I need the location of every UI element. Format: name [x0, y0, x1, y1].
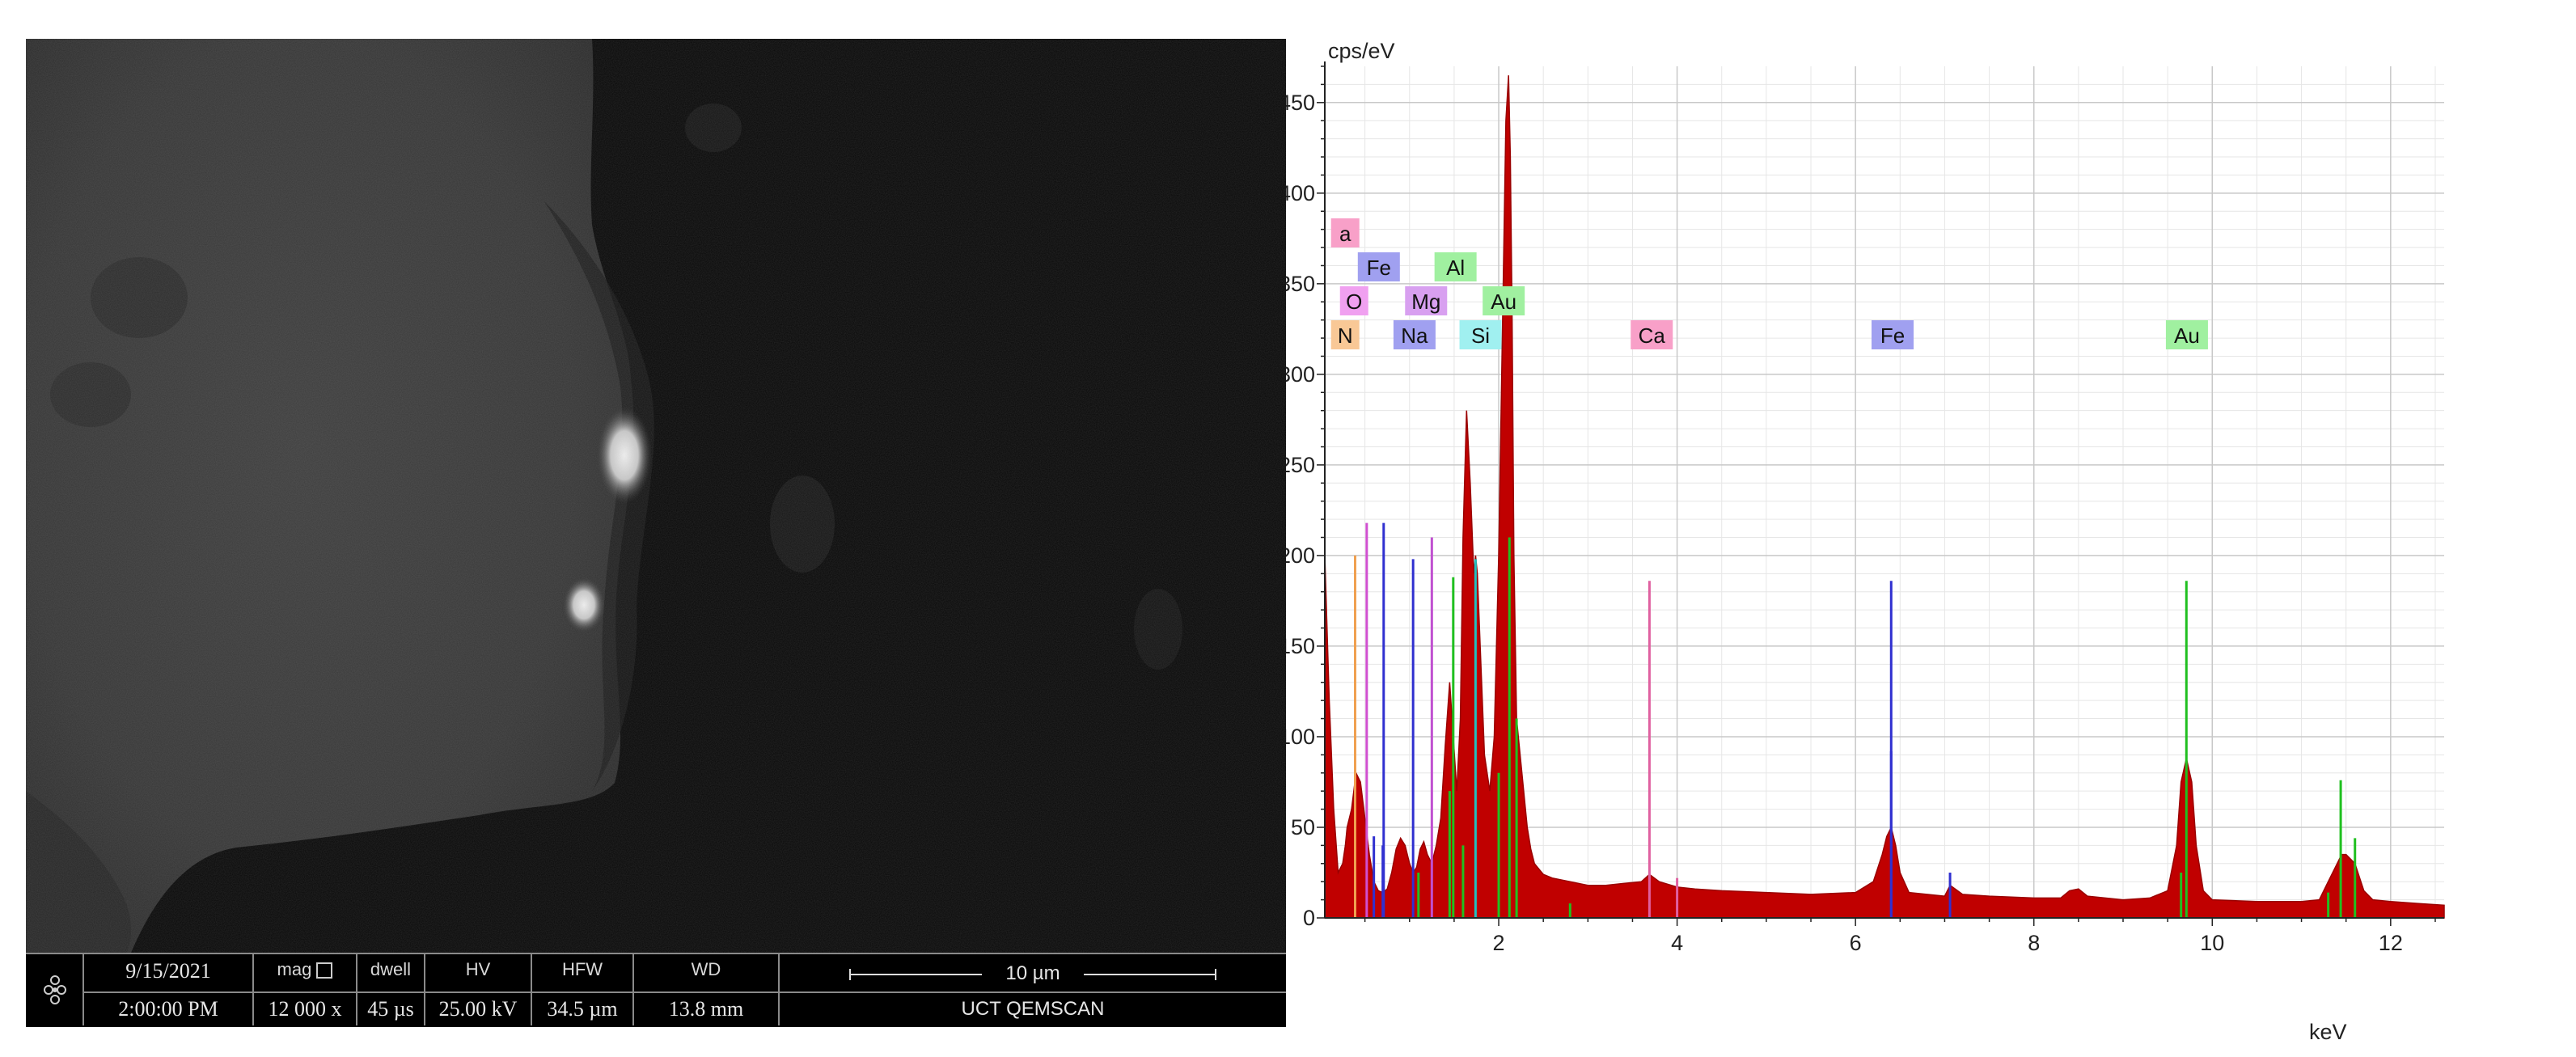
databar-scale-cell: 10 µm UCT QEMSCAN: [780, 954, 1286, 1025]
chart-axes: 0 50 100 150 200 250 300 350 400 450 2 4 6 8 10 12: [1286, 61, 2444, 955]
x-tick-label: 10: [2200, 931, 2224, 955]
databar-mag-label: mag: [254, 959, 356, 980]
databar-dwell-value: 45 µs: [357, 991, 424, 1025]
element-label-text: Al: [1446, 256, 1465, 280]
element-label-box: [1393, 320, 1436, 349]
databar-hfw-cell: HFW 34.5 µm: [532, 954, 634, 1025]
sem-noise-overlay: [26, 39, 1286, 953]
element-label-box: [1872, 320, 1914, 349]
element-label-box: [1631, 320, 1673, 349]
element-label-box: [1339, 286, 1368, 315]
y-tick-label: 150: [1286, 634, 1315, 658]
y-tick-label: 450: [1286, 91, 1315, 115]
y-tick-label: 50: [1291, 815, 1315, 839]
y-tick-label: 300: [1286, 362, 1315, 387]
x-axis-label: keV: [2309, 1020, 2347, 1044]
element-label-text: Fe: [1880, 323, 1905, 348]
element-label-text: a: [1339, 222, 1351, 246]
element-label-box: [1483, 286, 1525, 315]
y-tick-label: 350: [1286, 272, 1315, 296]
element-label-text: Mg: [1411, 290, 1440, 314]
x-tick-label: 12: [2379, 931, 2403, 955]
databar-logo-cell: [26, 954, 84, 1025]
element-label-text: N: [1338, 323, 1353, 348]
databar-dwell-cell: dwell 45 µs: [357, 954, 425, 1025]
databar-date: 9/15/2021: [125, 959, 211, 983]
databar-wd-label: WD: [691, 959, 721, 979]
element-label-box: [1405, 286, 1448, 315]
databar-hfw-label: HFW: [561, 959, 603, 979]
databar-hv-label: HV: [465, 959, 491, 979]
databar-hv-cell: HV 25.00 kV: [425, 954, 532, 1025]
element-label-text: Au: [1491, 290, 1516, 314]
x-tick-label: 2: [1493, 931, 1505, 955]
element-label-box: [1357, 252, 1400, 281]
databar-facility: UCT QEMSCAN: [780, 991, 1286, 1025]
databar-wd-cell: WD 13.8 mm: [634, 954, 780, 1025]
element-label-text: Fe: [1367, 256, 1391, 280]
databar-mag-cell: mag 12 000 x: [254, 954, 357, 1025]
y-tick-label: 400: [1286, 181, 1315, 205]
sem-micrograph: [26, 39, 1286, 953]
scale-bar: 10 µm: [849, 962, 1216, 985]
element-label-text: O: [1346, 290, 1362, 314]
databar-dwell-label: dwell: [370, 959, 412, 979]
element-label-box: [1330, 218, 1360, 247]
x-tick-label: 6: [1850, 931, 1862, 955]
databar-datetime-cell: 9/15/2021 2:00:00 PM: [84, 954, 254, 1025]
mag-checkbox-icon: [316, 962, 333, 979]
databar-time: 2:00:00 PM: [84, 991, 252, 1025]
element-label-text: Si: [1471, 323, 1490, 348]
x-tick-label: 8: [2028, 931, 2040, 955]
eds-spectrum-svg: a Fe Al O Mg Au N Na Si Ca Fe Au 0 50 100 150 200 250 300…: [1286, 39, 2445, 1044]
element-label-text: Ca: [1639, 323, 1666, 348]
element-label-box: [1459, 320, 1502, 349]
element-label-layer: a Fe Al O Mg Au N Na Si Ca Fe Au: [1330, 218, 2208, 349]
y-tick-label: 250: [1286, 453, 1315, 477]
y-axis-label: cps/eV: [1328, 39, 1395, 63]
sem-image-panel: [26, 39, 1286, 1025]
sem-databar: 9/15/2021 2:00:00 PM mag 12 000 x dwell …: [26, 953, 1286, 1027]
databar-hv-value: 25.00 kV: [425, 991, 531, 1025]
element-label-box: [1434, 252, 1477, 281]
databar-wd-value: 13.8 mm: [634, 991, 778, 1025]
element-label-text: Au: [2174, 323, 2200, 348]
x-tick-label: 4: [1671, 931, 1683, 955]
scale-bar-label: 10 µm: [1005, 962, 1060, 984]
y-tick-label: 100: [1286, 725, 1315, 749]
databar-mag-value: 12 000 x: [254, 991, 356, 1025]
fei-logo-icon: [44, 975, 66, 1004]
element-marker-layer: [1353, 522, 2357, 918]
element-label-box: [1330, 320, 1360, 349]
y-tick-label: 200: [1286, 543, 1315, 568]
y-tick-label: 0: [1303, 906, 1315, 930]
element-label-box: [2165, 320, 2208, 349]
eds-spectrum-chart: a Fe Al O Mg Au N Na Si Ca Fe Au 0 50 100 150 200 250 300…: [1286, 24, 2576, 1057]
databar-hfw-value: 34.5 µm: [532, 991, 632, 1025]
element-label-text: Na: [1401, 323, 1428, 348]
